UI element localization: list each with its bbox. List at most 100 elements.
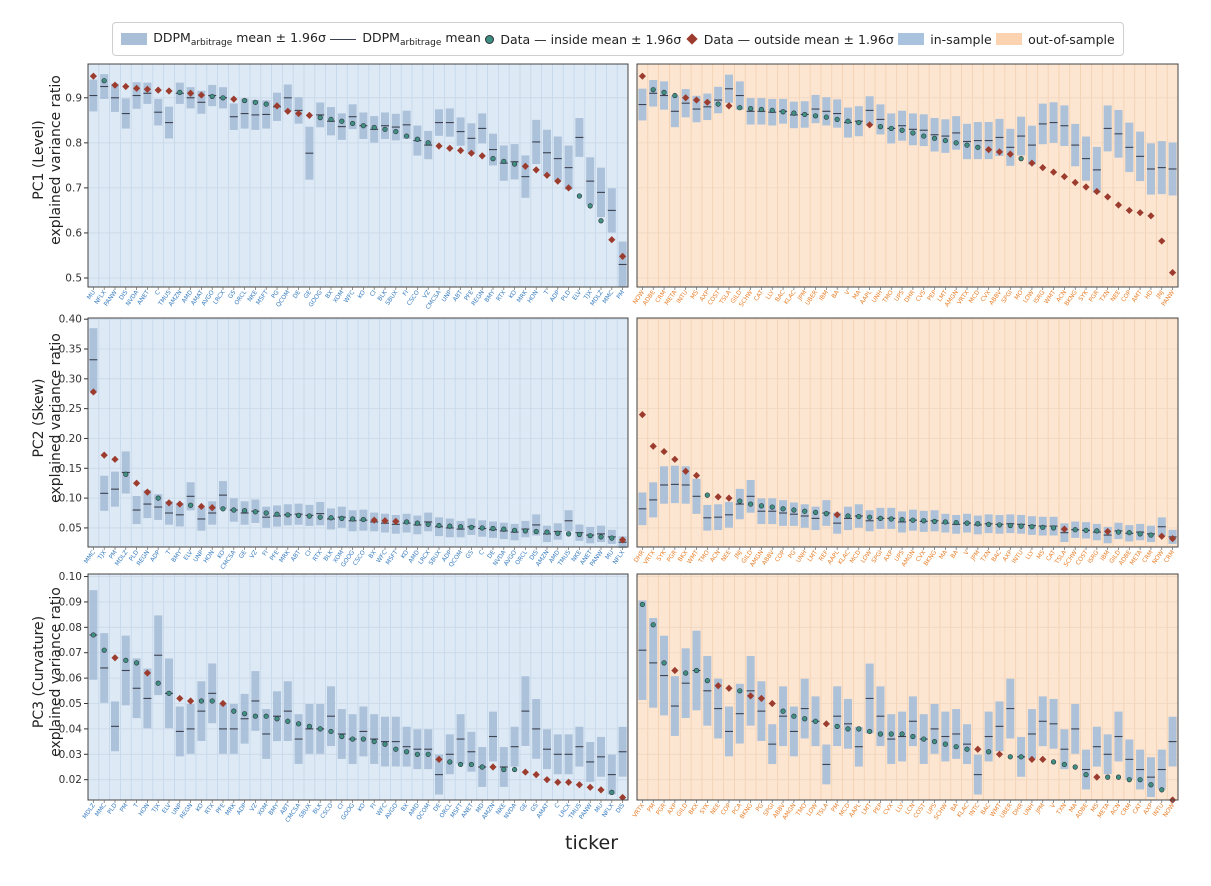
x-tick-label: PG: [270, 289, 281, 300]
inside-dot: [953, 519, 959, 526]
inside-dot: [1105, 774, 1111, 780]
y-tick-label: 0.05: [59, 698, 82, 710]
outside-diamond: [111, 455, 119, 463]
inside-dot: [274, 511, 280, 517]
outside-diamond: [833, 511, 841, 519]
legend-item-outside: Data — outside mean ± 1.96σ: [686, 32, 894, 47]
panel-frame: [87, 63, 629, 288]
outside-diamond: [89, 388, 97, 396]
inside-dot: [910, 517, 916, 523]
inside-dot: [672, 92, 678, 99]
inside-dot: [823, 114, 829, 120]
y-tick-label: 0.10: [59, 493, 82, 505]
inside-dot: [748, 105, 754, 112]
x-axis-label: ticker: [565, 832, 619, 854]
inside-dot: [414, 751, 421, 757]
inside-dot: [737, 105, 743, 111]
inside-dot: [425, 751, 431, 757]
inside-dot: [328, 116, 334, 123]
outside-diamond: [1039, 164, 1047, 172]
legend-item-mean: DDPMarbitrage mean: [330, 30, 481, 48]
inside-dot: [393, 746, 399, 752]
x-tick-label: T: [542, 289, 551, 297]
x-tick-label: HON: [137, 802, 151, 817]
inside-dot: [986, 749, 992, 755]
x-tick-label: JNJ: [733, 549, 744, 561]
y-tick-label: 0.6: [65, 227, 82, 239]
inside-dot: [555, 530, 561, 536]
inside-dot: [371, 124, 377, 131]
inside-dot: [834, 723, 840, 729]
inside-dot: [704, 492, 710, 498]
inside-dot: [661, 660, 667, 666]
x-tick-label: GS: [529, 802, 540, 813]
inside-dot: [360, 123, 367, 129]
x-tick-label: COP: [720, 802, 733, 817]
inside-dot: [791, 713, 797, 719]
outside-diamond: [273, 102, 281, 110]
outside-diamond: [575, 781, 583, 789]
x-tick-label: MU: [604, 549, 615, 561]
outside-diamond: [671, 455, 679, 463]
inside-dot: [931, 518, 938, 524]
outside-diamond: [554, 177, 562, 185]
x-tick-label: DIS: [615, 802, 627, 815]
outside-diamond: [435, 755, 443, 763]
x-tick-label: ABT: [290, 549, 303, 563]
inside-dot: [791, 110, 797, 116]
x-tick-label: CAT: [753, 289, 766, 303]
x-tick-label: KO: [357, 289, 368, 300]
inside-dot: [986, 521, 992, 527]
outside-diamond: [100, 451, 108, 459]
x-tick-label: GS: [464, 549, 475, 560]
x-tick-label: PLD: [106, 802, 119, 816]
inside-dot: [501, 526, 507, 532]
outside-diamond: [1147, 212, 1155, 220]
x-tick-label: CI: [336, 802, 345, 811]
x-tick-label: T: [164, 549, 173, 557]
inside-dot: [360, 516, 367, 523]
inside-dot: [468, 524, 475, 530]
x-tick-label: VZ: [249, 802, 259, 813]
x-tick-label: CI: [369, 289, 378, 298]
inside-dot: [1094, 528, 1100, 534]
outside-diamond: [995, 750, 1004, 758]
inside-dot: [1159, 787, 1165, 793]
inside-dot: [328, 515, 334, 521]
y-tick-label: 0.10: [59, 571, 82, 583]
outside-diamond: [521, 162, 529, 170]
inside-dot: [101, 647, 107, 653]
inside-dot: [479, 764, 485, 770]
legend-item-in-sample: in-sample: [898, 32, 992, 47]
x-tick-label: ADP: [235, 802, 248, 816]
x-tick-label: V: [844, 288, 853, 296]
x-tick-label: AMT: [1131, 289, 1144, 304]
x-tick-label: LMT: [806, 549, 819, 563]
x-tick-label: NFLX: [601, 802, 616, 819]
inside-dot: [802, 508, 808, 514]
inside-dot: [964, 142, 970, 148]
y-tick-label: 0.30: [59, 373, 82, 385]
inside-dot: [1018, 523, 1024, 529]
outside-diamond: [586, 783, 594, 791]
outside-diamond: [295, 109, 303, 118]
inside-dot: [1137, 531, 1143, 537]
x-tick-label: MS: [1090, 802, 1101, 814]
inside-dot: [285, 512, 291, 518]
outside-diamond: [165, 87, 173, 95]
x-tick-label: VRTX: [631, 802, 646, 819]
x-tick-label: JNJ: [1154, 289, 1165, 301]
inside-dot: [942, 741, 948, 747]
inside-dot: [856, 513, 862, 520]
inside-dot: [306, 723, 313, 729]
inside-dot: [360, 736, 367, 742]
legend-item-inside: Data — inside mean ± 1.96σ: [485, 32, 681, 47]
x-tick-label: TJX: [582, 289, 594, 302]
outside-diamond: [995, 148, 1004, 156]
x-tick-label: NEE: [1109, 289, 1122, 303]
outside-diamond: [1168, 268, 1177, 277]
inside-dot: [856, 119, 862, 126]
inside-dot: [220, 506, 226, 512]
y-tick-label: 0.05: [59, 522, 82, 534]
inside-dot: [791, 507, 797, 513]
